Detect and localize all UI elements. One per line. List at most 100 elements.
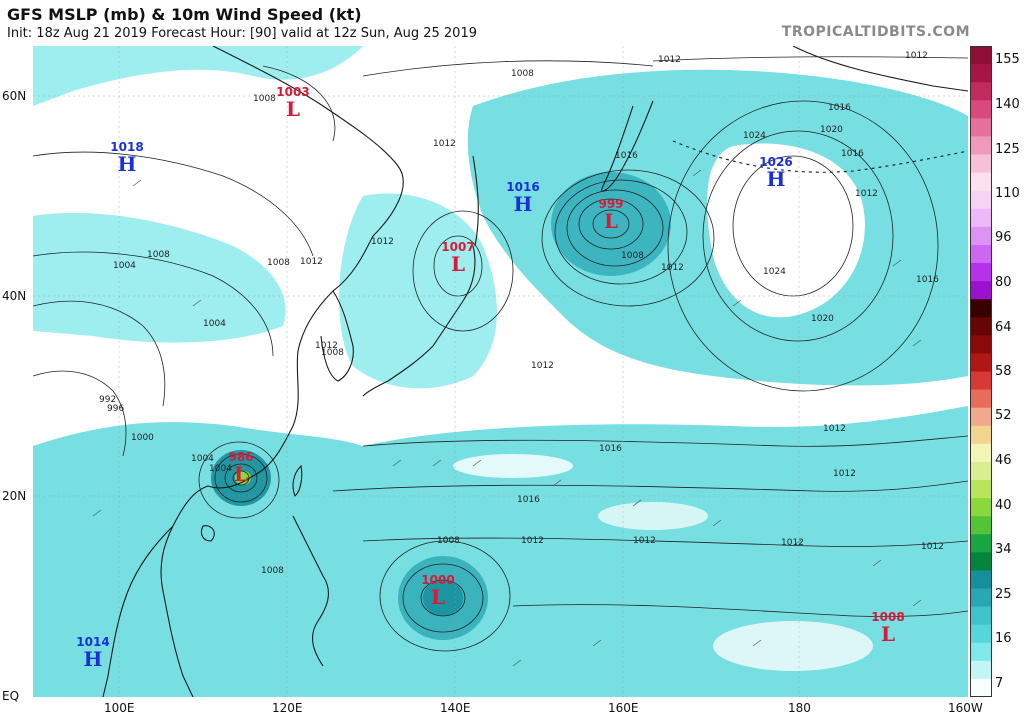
lat-label-60n: 60N bbox=[2, 89, 27, 103]
colorbar-cell bbox=[970, 678, 992, 698]
west-pacific-wind-band bbox=[33, 422, 363, 697]
colorbar-cell bbox=[970, 317, 992, 336]
low-pressure-marker: L bbox=[604, 209, 618, 233]
pressure-center-value: 1003 bbox=[276, 85, 309, 99]
pressure-center-value: 1016 bbox=[506, 180, 539, 194]
map-subtitle: Init: 18z Aug 21 2019 Forecast Hour: [90… bbox=[7, 26, 477, 41]
high-pressure-marker: H bbox=[118, 152, 137, 176]
colorbar-label: 34 bbox=[995, 542, 1012, 557]
indochina-coast bbox=[102, 525, 174, 697]
colorbar-cell bbox=[970, 534, 992, 553]
isobar-label: 1012 bbox=[855, 189, 878, 199]
asia-east-coastline bbox=[160, 46, 404, 697]
gridlines bbox=[33, 46, 968, 697]
isobar-label: 1012 bbox=[633, 536, 656, 546]
colorbar-cell bbox=[970, 461, 992, 481]
coastlines bbox=[102, 46, 968, 697]
tropical-low-inner-core bbox=[423, 580, 463, 616]
pressure-center-layer: 1018H1003L1016H1007L999L1026H986L1000L10… bbox=[76, 85, 904, 671]
isobar-label: 1020 bbox=[811, 314, 834, 324]
isobar-label: 1024 bbox=[763, 267, 786, 277]
weather-map-svg: 1008 1012 1012 1008 1012 1016 1012 1016 1012 1016… bbox=[33, 46, 968, 697]
pressure-center-value: 1018 bbox=[110, 140, 143, 154]
isobar-high-1026 bbox=[667, 100, 939, 392]
colorbar-cell bbox=[970, 407, 992, 427]
calm-gap bbox=[453, 454, 573, 478]
low-pressure-marker: L bbox=[431, 585, 445, 609]
colorbar-cell bbox=[970, 190, 992, 210]
colorbar-label: 7 bbox=[995, 676, 1004, 691]
isobar-low-999 bbox=[541, 169, 715, 307]
high-pressure-marker: H bbox=[84, 647, 103, 671]
isobar-typhoon bbox=[232, 470, 250, 486]
isobar-label: 1012 bbox=[781, 538, 804, 548]
isobar-label: 1000 bbox=[131, 433, 154, 443]
colorbar-cell bbox=[970, 172, 992, 192]
pressure-center-value: 1008 bbox=[871, 610, 904, 624]
isobar-label: 1016 bbox=[599, 444, 622, 454]
colorbar-cell bbox=[970, 118, 992, 137]
isobar-label: 1004 bbox=[209, 464, 232, 474]
wind-barb bbox=[132, 179, 142, 187]
colorbar-cell bbox=[970, 82, 992, 101]
colorbar-label: 80 bbox=[995, 275, 1012, 290]
wind-barbs bbox=[92, 169, 922, 667]
wind-barb bbox=[552, 479, 562, 487]
lon-label-100e: 100E bbox=[104, 701, 135, 715]
colorbar-outline bbox=[970, 46, 992, 697]
colorbar-cell bbox=[970, 660, 992, 680]
colorbar-label: 16 bbox=[995, 631, 1012, 646]
lon-label-180: 180 bbox=[788, 701, 811, 715]
wind-barb bbox=[432, 459, 442, 467]
low-pressure-marker: L bbox=[451, 252, 465, 276]
isobar-label: 1012 bbox=[823, 424, 846, 434]
lat-label-20n: 20N bbox=[2, 489, 27, 503]
map-title: GFS MSLP (mb) & 10m Wind Speed (kt) bbox=[7, 5, 362, 24]
colorbar-cell bbox=[970, 263, 992, 282]
low-999-wind-core bbox=[551, 172, 671, 276]
isobar-label: 1008 bbox=[253, 94, 276, 104]
colorbar-cell bbox=[970, 226, 992, 246]
isobar-label: 1016 bbox=[841, 149, 864, 159]
isobar-label: 1012 bbox=[300, 257, 323, 267]
colorbar-cell bbox=[970, 498, 992, 517]
colorbar-cell bbox=[970, 606, 992, 626]
colorbar-label: 40 bbox=[995, 498, 1012, 513]
isobar-label: 1012 bbox=[531, 361, 554, 371]
isobar-zonal bbox=[332, 480, 968, 492]
lon-label-120e: 120E bbox=[272, 701, 303, 715]
colorbar-label: 58 bbox=[995, 364, 1012, 379]
colorbar-cell bbox=[970, 100, 992, 119]
isobar-label: 1016 bbox=[828, 103, 851, 113]
brand-watermark: TROPICALTIDBITS.COM bbox=[781, 24, 970, 40]
colorbar-label: 110 bbox=[995, 186, 1020, 201]
isobar-label: 1008 bbox=[147, 250, 170, 260]
colorbar-label: 155 bbox=[995, 52, 1020, 67]
wind-barb bbox=[872, 559, 882, 567]
wind-barb bbox=[792, 539, 802, 547]
wind-speed-shading bbox=[33, 46, 968, 697]
isobar-label: 1016 bbox=[916, 275, 939, 285]
lat-label-40n: 40N bbox=[2, 289, 27, 303]
wind-barb bbox=[632, 499, 642, 507]
wind-barb bbox=[912, 339, 922, 347]
aleutian-islands bbox=[672, 140, 968, 173]
colorbar-cell bbox=[970, 642, 992, 662]
pressure-center-value: 1014 bbox=[76, 635, 109, 649]
isobar-tropical-low bbox=[420, 579, 466, 617]
pressure-center-value: 999 bbox=[598, 197, 623, 211]
colorbar-cell bbox=[970, 425, 992, 445]
isobar-tropical-low bbox=[402, 563, 484, 633]
isobar-label: 1008 bbox=[511, 69, 534, 79]
central-asia-wind-region bbox=[33, 212, 286, 343]
colorbar-cell bbox=[970, 353, 992, 372]
isobar-label: 1012 bbox=[658, 55, 681, 65]
isobar-label: 992 bbox=[99, 395, 116, 405]
header: GFS MSLP (mb) & 10m Wind Speed (kt) Init… bbox=[0, 0, 1024, 46]
wind-barb bbox=[392, 459, 402, 467]
isobar-label: 1012 bbox=[521, 536, 544, 546]
pressure-center-value: 1007 bbox=[441, 240, 474, 254]
colorbar-label: 46 bbox=[995, 453, 1012, 468]
wind-barb bbox=[472, 459, 482, 467]
isobar-asia bbox=[262, 65, 336, 142]
